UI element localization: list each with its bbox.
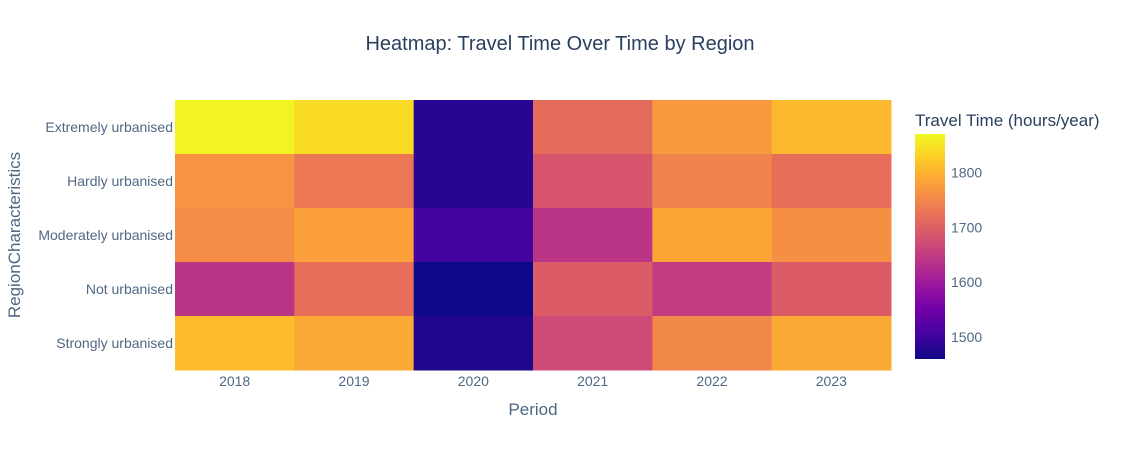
colorbar-title: Travel Time (hours/year) [915, 111, 1100, 130]
heatmap-cell [533, 154, 653, 209]
y-axis-ticks: Extremely urbanised Hardly urbanised Moder… [38, 119, 173, 351]
x-tick-label: 2021 [577, 373, 608, 389]
colorbar-tick-label: 1500 [951, 329, 982, 345]
x-tick-label: 2018 [219, 373, 250, 389]
heatmap-cell [771, 154, 892, 209]
heatmap-cell [294, 100, 415, 155]
heatmap-cell [533, 262, 653, 317]
heatmap-cell [413, 100, 534, 155]
heatmap-cells [175, 100, 892, 371]
heatmap-cell [533, 100, 653, 155]
y-tick-label: Extremely urbanised [45, 119, 173, 135]
heatmap-cell [294, 208, 415, 263]
heatmap-cell [175, 262, 295, 317]
heatmap-cell [413, 316, 534, 371]
x-tick-label: 2022 [696, 373, 727, 389]
colorbar-tick-label: 1600 [951, 274, 982, 290]
x-tick-label: 2023 [816, 373, 847, 389]
heatmap-cell [771, 316, 892, 371]
heatmap-cell [175, 208, 295, 263]
heatmap-cell [771, 208, 892, 263]
heatmap-cell [533, 316, 653, 371]
heatmap-cell [294, 262, 415, 317]
heatmap-cell [652, 262, 773, 317]
colorbar-tick-label: 1700 [951, 219, 982, 235]
y-tick-label: Not urbanised [86, 281, 173, 297]
heatmap-cell [771, 262, 892, 317]
heatmap-cell [652, 316, 773, 371]
heatmap-cell [413, 154, 534, 209]
colorbar-gradient [915, 134, 945, 359]
heatmap-cell [175, 316, 295, 371]
heatmap-cell [413, 208, 534, 263]
colorbar: Travel Time (hours/year) 1500 1600 1700 180… [915, 111, 1100, 359]
colorbar-ticks: 1500 1600 1700 1800 [951, 164, 982, 345]
heatmap-cell [294, 154, 415, 209]
heatmap-cell [771, 100, 892, 155]
x-tick-label: 2020 [458, 373, 489, 389]
heatmap-cell [175, 100, 295, 155]
heatmap-cell [652, 154, 773, 209]
heatmap-cell [413, 262, 534, 317]
x-axis-title: Period [508, 400, 557, 419]
x-tick-label: 2019 [338, 373, 369, 389]
y-tick-label: Moderately urbanised [38, 227, 173, 243]
heatmap-cell [533, 208, 653, 263]
y-tick-label: Hardly urbanised [67, 173, 173, 189]
x-axis-ticks: 2018 2019 2020 2021 2022 2023 [219, 373, 847, 389]
heatmap-cell [652, 208, 773, 263]
colorbar-tick-label: 1800 [951, 164, 982, 180]
heatmap-cell [294, 316, 415, 371]
y-tick-label: Strongly urbanised [56, 335, 173, 351]
chart-title: Heatmap: Travel Time Over Time by Region [365, 33, 754, 55]
heatmap-cell [652, 100, 773, 155]
y-axis-title: RegionCharacteristics [5, 152, 24, 318]
heatmap-cell [175, 154, 295, 209]
